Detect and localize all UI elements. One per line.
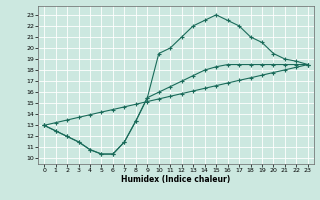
X-axis label: Humidex (Indice chaleur): Humidex (Indice chaleur) [121, 175, 231, 184]
